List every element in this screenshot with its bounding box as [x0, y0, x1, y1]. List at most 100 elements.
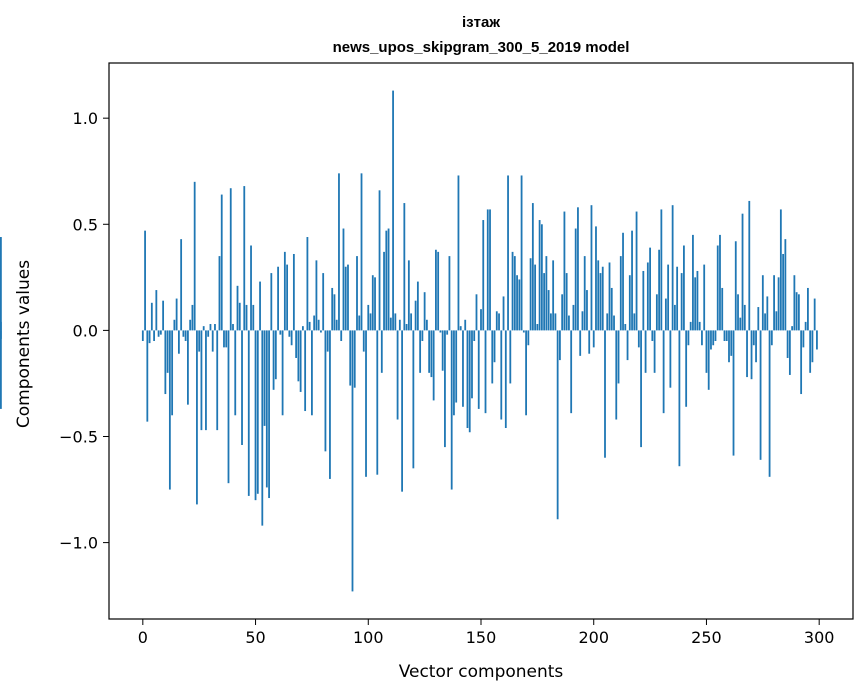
y-tick-label: −1.0 — [59, 534, 98, 553]
bar-116 — [403, 203, 406, 331]
bar-229 — [658, 249, 661, 331]
bar-281 — [775, 311, 778, 331]
y-tick-label: −0.5 — [59, 427, 98, 446]
bar-77 — [315, 260, 318, 331]
bar-101 — [369, 313, 372, 331]
bar-96 — [358, 315, 361, 331]
bar-282 — [777, 277, 780, 331]
x-tick-label: 100 — [353, 628, 384, 647]
bar-143 — [464, 319, 467, 331]
bar-292 — [800, 330, 803, 395]
bar-149 — [477, 330, 480, 409]
bar-131 — [437, 251, 440, 331]
bar-285 — [784, 239, 787, 331]
bar-201 — [595, 226, 597, 331]
bar-156 — [493, 330, 496, 363]
bar-265 — [739, 317, 742, 331]
bar-153 — [486, 209, 489, 331]
bar-33 — [216, 330, 219, 431]
bar-289 — [793, 275, 796, 331]
bar-31 — [211, 330, 214, 352]
bar-162 — [507, 175, 509, 331]
bar-192 — [574, 228, 577, 331]
x-tick-label: 200 — [578, 628, 609, 647]
bar-14 — [173, 319, 176, 331]
bar-114 — [398, 319, 401, 331]
bar-89 — [342, 228, 345, 331]
bar-241 — [685, 330, 688, 407]
bar-88 — [340, 330, 343, 341]
bar-67 — [292, 253, 295, 331]
bar-undefined — [0, 321, 2, 331]
bar-222 — [642, 270, 645, 331]
bar-66 — [290, 330, 293, 346]
bar-259 — [725, 330, 728, 341]
bar-105 — [378, 190, 381, 331]
bar-132 — [439, 330, 442, 333]
bar-40 — [232, 324, 234, 331]
x-axis-ticks: 0 50 100 150 200 250 300 — [138, 619, 834, 647]
bar-159 — [500, 330, 503, 420]
bar-138 — [453, 330, 455, 416]
bar-161 — [504, 330, 507, 429]
bar-95 — [356, 256, 358, 331]
bar-275 — [761, 275, 764, 331]
bar-226 — [651, 330, 654, 341]
bar-24 — [196, 330, 198, 505]
bar-180 — [547, 290, 550, 331]
bar-123 — [419, 330, 422, 373]
chart-title-line-2: news_upos_skipgram_300_5_2019 model — [333, 39, 630, 56]
bar-290 — [795, 292, 798, 331]
bar-218 — [633, 313, 636, 331]
bar-172 — [529, 258, 532, 331]
bar-224 — [646, 262, 649, 331]
bar-56 — [268, 330, 270, 499]
bar-20 — [187, 330, 189, 405]
bar-16 — [177, 330, 180, 354]
bar-186 — [561, 294, 564, 331]
bar-231 — [662, 330, 665, 414]
bar-296 — [809, 330, 812, 373]
bar-167 — [518, 279, 521, 331]
x-axis-label: Vector components — [399, 662, 564, 682]
bar-15 — [175, 298, 178, 331]
bar-64 — [286, 264, 289, 331]
bar-220 — [637, 330, 640, 348]
bar-191 — [572, 304, 575, 331]
bar-204 — [601, 266, 604, 331]
bar-46 — [245, 304, 248, 331]
bar-298 — [813, 298, 816, 331]
bar-291 — [797, 294, 800, 331]
bar-256 — [719, 234, 721, 331]
bar-297 — [811, 330, 814, 363]
bar-100 — [367, 304, 370, 331]
bar-158 — [498, 313, 500, 331]
bar-80 — [322, 273, 325, 331]
bar-221 — [640, 330, 642, 448]
bar-168 — [520, 175, 523, 331]
bar-62 — [281, 330, 284, 416]
bar-43 — [238, 302, 241, 331]
bar-81 — [324, 330, 327, 452]
bar-111 — [392, 90, 394, 331]
bar-225 — [649, 247, 651, 331]
bar-243 — [689, 321, 692, 331]
bar-266 — [741, 213, 744, 331]
y-tick-label: 1.0 — [73, 109, 98, 128]
bar-112 — [394, 313, 397, 331]
bar-185 — [559, 330, 561, 361]
bar-68 — [295, 330, 298, 358]
bar-286 — [786, 330, 789, 358]
bar-169 — [522, 330, 525, 333]
bar-246 — [696, 270, 699, 331]
bar-260 — [728, 330, 730, 363]
bar-227 — [653, 330, 656, 373]
bar-194 — [579, 330, 582, 356]
bar-233 — [667, 264, 670, 331]
bar-139 — [455, 330, 458, 403]
bar-93 — [351, 330, 354, 592]
bar-61 — [279, 330, 282, 335]
bar-65 — [288, 330, 291, 337]
x-tick-label: 250 — [691, 628, 722, 647]
bar-219 — [635, 211, 638, 331]
